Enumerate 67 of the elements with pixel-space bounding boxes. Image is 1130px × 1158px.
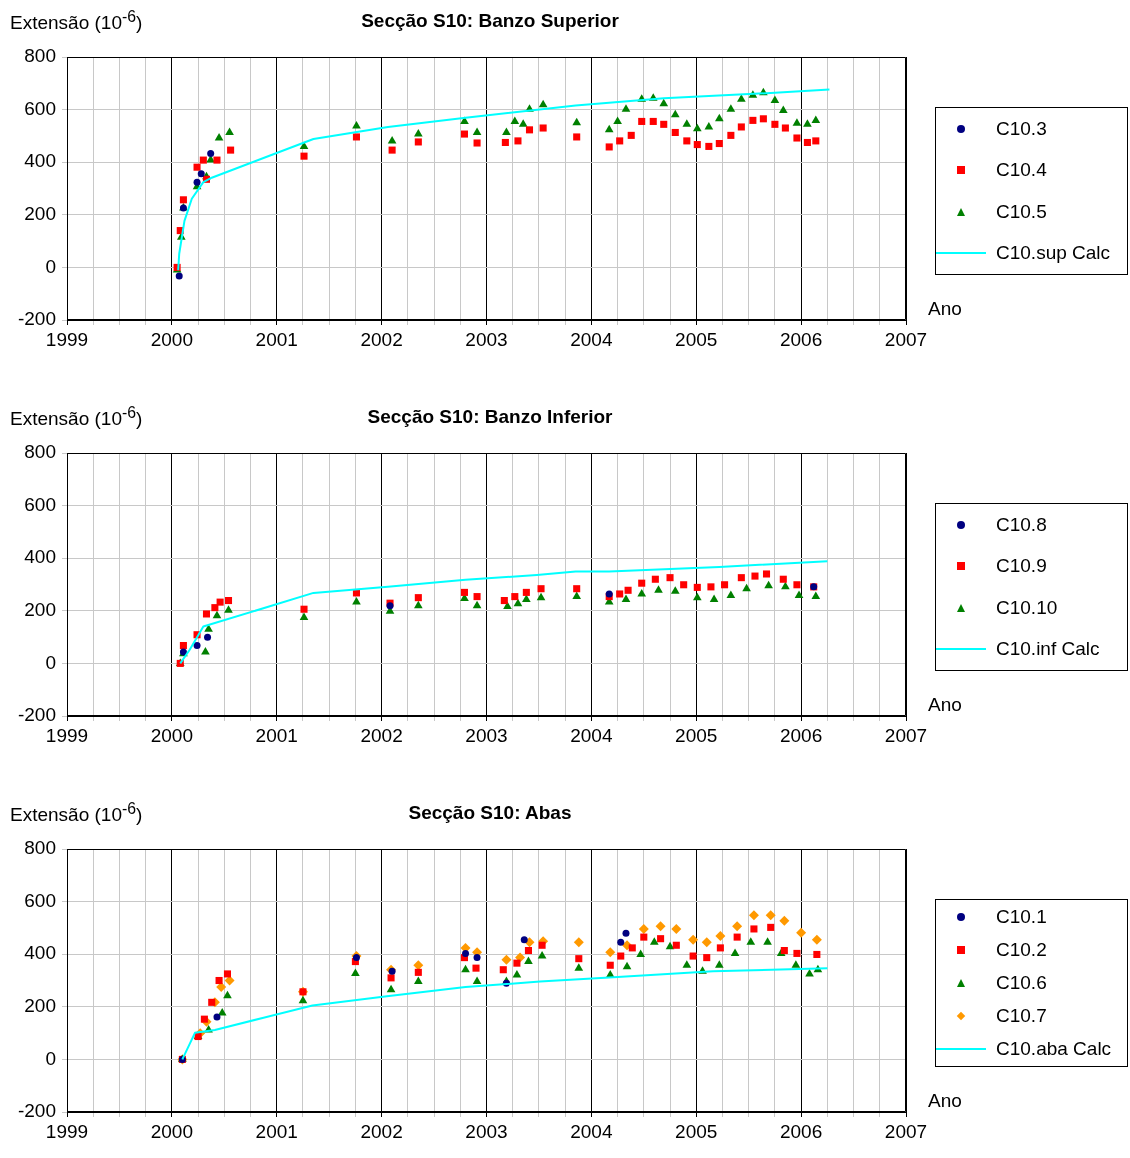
y-tick-label: 400 (24, 942, 56, 964)
legend-label: C10.aba Calc (996, 1038, 1112, 1061)
y-axis-title: Extensão (10$^{-6}$) (10, 800, 143, 827)
x-tick-label: 2002 (360, 328, 403, 350)
x-tick-label: 2002 (360, 724, 403, 746)
x-tick-label: 2006 (779, 724, 823, 746)
x-tick-label: 2003 (465, 1120, 508, 1142)
y-tick-label: 200 (24, 599, 56, 621)
x-tick-label: 2001 (255, 328, 298, 350)
x-tick-label: 2000 (150, 328, 194, 350)
y-tick-label: -200 (17, 1100, 56, 1122)
y-tick-label: -200 (17, 308, 56, 330)
x-tick-label: 2005 (675, 328, 718, 350)
y-tick-label: 600 (24, 493, 56, 515)
x-tick-label: 2003 (465, 724, 508, 746)
y-tick-label: 200 (24, 203, 56, 225)
x-tick-label: 2001 (255, 1120, 298, 1142)
chart-title: Secção S10: Banzo Inferior (366, 406, 614, 428)
x-tick-label: 2003 (465, 328, 508, 350)
x-tick-label: 1999 (45, 328, 89, 350)
x-tick-label: 2004 (570, 724, 613, 746)
y-tick-label: 800 (24, 45, 56, 67)
legend-label: C10.1 (996, 905, 1047, 928)
y-tick-label: 0 (45, 255, 56, 277)
legend-label: C10.10 (996, 596, 1058, 619)
legend-label: C10.7 (996, 1005, 1047, 1028)
y-tick-label: 200 (24, 995, 56, 1017)
y-tick-label: 400 (24, 546, 56, 568)
y-tick-label: 0 (45, 1047, 56, 1069)
x-tick-label: 2006 (779, 328, 823, 350)
y-axis-title: Extensão (10$^{-6}$) (10, 404, 143, 431)
x-tick-label: 2006 (779, 1120, 823, 1142)
y-tick-label: 600 (24, 97, 56, 119)
legend-label: C10.sup Calc (996, 242, 1111, 265)
x-tick-label: 2005 (675, 1120, 718, 1142)
x-axis-title: Ano (928, 298, 962, 320)
x-tick-label: 2000 (150, 724, 194, 746)
x-tick-label: 2007 (884, 1120, 928, 1142)
y-tick-label: 800 (24, 441, 56, 463)
y-tick-label: 800 (24, 837, 56, 859)
x-tick-label: 2002 (360, 1120, 403, 1142)
x-tick-label: 2004 (570, 1120, 613, 1142)
y-tick-label: -200 (17, 704, 56, 726)
legend-label: C10.6 (996, 971, 1047, 994)
x-axis-title: Ano (928, 1090, 962, 1112)
y-tick-label: 400 (24, 150, 56, 172)
legend-label: C10.2 (996, 938, 1047, 961)
x-tick-label: 2007 (884, 328, 928, 350)
legend-label: C10.9 (996, 555, 1047, 578)
x-tick-label: 2005 (675, 724, 718, 746)
x-tick-label: 2001 (255, 724, 298, 746)
x-tick-label: 1999 (45, 724, 89, 746)
legend-label: C10.8 (996, 513, 1047, 536)
legend-label: C10.4 (996, 159, 1047, 182)
y-tick-label: 0 (45, 651, 56, 673)
x-tick-label: 2004 (570, 328, 613, 350)
x-tick-label: 1999 (45, 1120, 89, 1142)
chart-title: Secção S10: Banzo Superior (360, 10, 620, 32)
y-axis-title: Extensão (10$^{-6}$) (10, 8, 143, 35)
legend-label: C10.5 (996, 200, 1047, 223)
legend-label: C10.inf Calc (996, 638, 1100, 661)
x-tick-label: 2007 (884, 724, 928, 746)
legend-label: C10.3 (996, 117, 1047, 140)
y-tick-label: 600 (24, 889, 56, 911)
chart-title: Secção S10: Abas (407, 802, 573, 824)
x-tick-label: 2000 (150, 1120, 194, 1142)
x-axis-title: Ano (928, 694, 962, 716)
